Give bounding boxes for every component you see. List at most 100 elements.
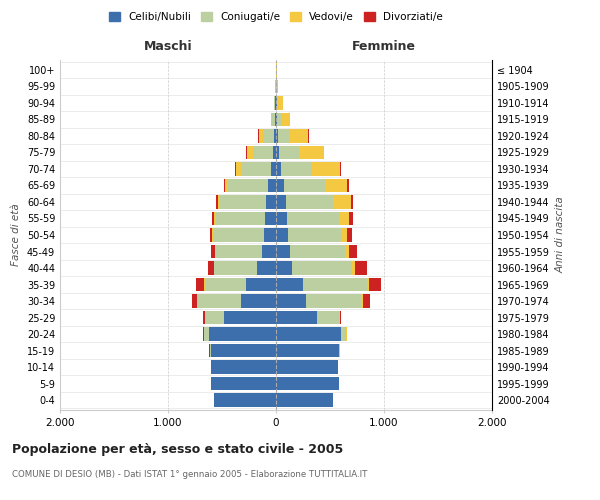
Bar: [276, 360, 338, 374]
Bar: [276, 394, 333, 407]
Bar: [276, 162, 281, 175]
Bar: [220, 195, 266, 209]
Bar: [276, 228, 288, 242]
Bar: [363, 294, 370, 308]
Text: COMUNE DI DESIO (MB) - Dati ISTAT 1° gennaio 2005 - Elaborazione TUTTITALIA.IT: COMUNE DI DESIO (MB) - Dati ISTAT 1° gen…: [12, 470, 367, 479]
Bar: [274, 96, 275, 110]
Bar: [266, 195, 276, 209]
Bar: [272, 112, 275, 126]
Bar: [209, 228, 212, 242]
Bar: [268, 178, 276, 192]
Bar: [340, 311, 341, 324]
Bar: [276, 112, 277, 126]
Bar: [287, 212, 338, 226]
Bar: [216, 195, 218, 209]
Bar: [341, 328, 346, 341]
Bar: [276, 244, 290, 258]
Bar: [351, 195, 353, 209]
Bar: [191, 294, 197, 308]
Bar: [247, 146, 253, 159]
Bar: [229, 178, 268, 192]
Bar: [224, 311, 276, 324]
Bar: [276, 129, 278, 142]
Bar: [276, 278, 303, 291]
Bar: [197, 294, 241, 308]
Bar: [264, 228, 276, 242]
Bar: [325, 178, 347, 192]
Bar: [369, 278, 382, 291]
Bar: [276, 195, 286, 209]
Bar: [253, 146, 273, 159]
Bar: [290, 244, 345, 258]
Bar: [215, 212, 265, 226]
Bar: [205, 311, 224, 324]
Bar: [257, 261, 276, 275]
Bar: [352, 261, 355, 275]
Bar: [276, 328, 341, 341]
Bar: [303, 278, 367, 291]
Bar: [311, 162, 340, 175]
Bar: [212, 212, 214, 226]
Bar: [276, 294, 306, 308]
Bar: [209, 344, 211, 358]
Bar: [279, 146, 299, 159]
Bar: [276, 344, 338, 358]
Bar: [338, 311, 340, 324]
Bar: [209, 328, 276, 341]
Bar: [338, 212, 349, 226]
Bar: [211, 377, 276, 390]
Bar: [292, 261, 352, 275]
Bar: [271, 112, 272, 126]
Bar: [361, 294, 363, 308]
Bar: [208, 261, 214, 275]
Bar: [340, 162, 341, 175]
Bar: [277, 112, 281, 126]
Bar: [241, 162, 271, 175]
Y-axis label: Fasce di età: Fasce di età: [11, 204, 21, 266]
Bar: [211, 244, 215, 258]
Bar: [259, 129, 263, 142]
Bar: [274, 129, 276, 142]
Bar: [235, 162, 241, 175]
Bar: [214, 261, 257, 275]
Bar: [277, 80, 278, 93]
Bar: [211, 344, 276, 358]
Bar: [289, 129, 308, 142]
Bar: [355, 261, 367, 275]
Bar: [196, 278, 205, 291]
Bar: [203, 311, 205, 324]
Bar: [275, 112, 276, 126]
Bar: [276, 311, 317, 324]
Bar: [276, 178, 284, 192]
Bar: [214, 212, 215, 226]
Legend: Celibi/Nubili, Coniugati/e, Vedovi/e, Divorziati/e: Celibi/Nubili, Coniugati/e, Vedovi/e, Di…: [105, 8, 447, 26]
Bar: [263, 129, 274, 142]
Bar: [215, 244, 262, 258]
Bar: [278, 96, 283, 110]
Bar: [349, 212, 353, 226]
Bar: [299, 146, 323, 159]
Bar: [214, 228, 264, 242]
Bar: [317, 311, 338, 324]
Bar: [347, 178, 349, 192]
Bar: [225, 178, 229, 192]
Bar: [286, 195, 334, 209]
Bar: [306, 294, 361, 308]
Bar: [288, 228, 341, 242]
Bar: [273, 146, 276, 159]
Bar: [277, 96, 278, 110]
Bar: [265, 212, 276, 226]
Bar: [276, 377, 338, 390]
Bar: [281, 112, 290, 126]
Bar: [349, 244, 357, 258]
Bar: [224, 178, 225, 192]
Bar: [214, 394, 276, 407]
Bar: [334, 195, 351, 209]
Text: Femmine: Femmine: [352, 40, 416, 52]
Bar: [367, 278, 369, 291]
Bar: [271, 162, 276, 175]
Bar: [338, 344, 340, 358]
Bar: [284, 178, 325, 192]
Bar: [276, 96, 277, 110]
Bar: [205, 278, 246, 291]
